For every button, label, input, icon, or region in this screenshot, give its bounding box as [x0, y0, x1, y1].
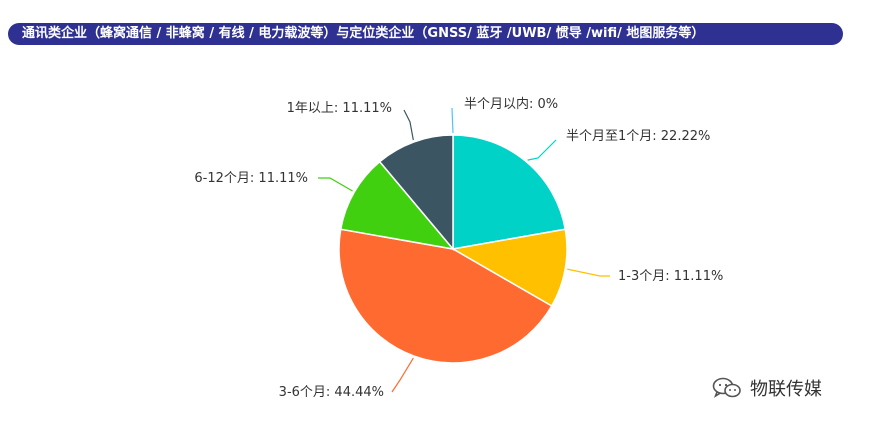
leader-line-2 — [527, 139, 557, 161]
pie-slice-5[interactable] — [339, 160, 455, 251]
pie-slice-3[interactable] — [450, 228, 568, 308]
leader-line-4 — [391, 357, 414, 393]
leader-line-5 — [318, 177, 353, 192]
watermark: 物联传媒 — [712, 375, 822, 401]
leader-line-6 — [403, 109, 414, 141]
watermark-text: 物联传媒 — [750, 379, 822, 400]
data-label-5: 6-12个月: 11.11% — [194, 171, 308, 186]
leader-line-1 — [451, 107, 454, 134]
chart-title: 通讯类企业（蜂窝通信 / 非蜂窝 / 有线 / 电力载波等）与定位类企业（GNS… — [8, 23, 843, 45]
pie-slice-6[interactable] — [378, 134, 454, 252]
data-label-1: 半个月以内: 0% — [464, 96, 558, 112]
data-label-6: 1年以上: 11.11% — [287, 101, 392, 116]
data-label-3: 1-3个月: 11.11% — [618, 269, 723, 284]
data-label-4: 3-6个月: 44.44% — [279, 385, 384, 400]
leader-line-3 — [567, 268, 610, 277]
wechat-icon — [712, 377, 741, 398]
data-label-2: 半个月至1个月: 22.22% — [566, 129, 710, 144]
pie-slice-4[interactable] — [338, 228, 553, 364]
pie-slice-2[interactable] — [452, 134, 567, 250]
